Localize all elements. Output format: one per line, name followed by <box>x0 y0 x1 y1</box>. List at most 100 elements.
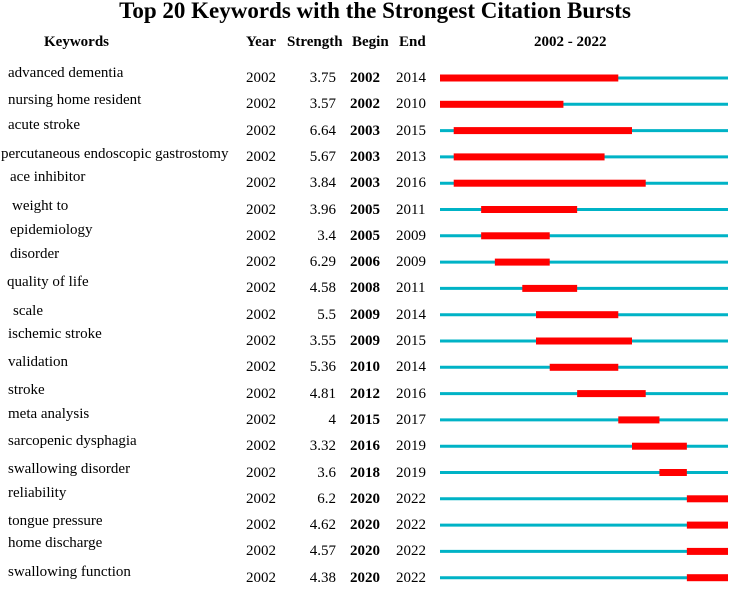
keyword-label: home discharge <box>8 535 103 552</box>
burst-bar <box>440 100 564 108</box>
year-value: 2002 <box>246 359 276 376</box>
strength-value: 5.36 <box>309 359 336 376</box>
keyword-label: tongue pressure <box>8 513 103 530</box>
year-value: 2002 <box>246 438 276 455</box>
strength-value: 4.57 <box>309 543 336 560</box>
strength-value: 4.38 <box>309 569 336 586</box>
end-value: 2011 <box>396 280 426 297</box>
burst-bar <box>481 206 578 213</box>
header-begin: Begin <box>352 34 389 50</box>
year-value: 2002 <box>246 201 276 218</box>
strength-value: 4.62 <box>309 517 336 534</box>
strength-value: 3.84 <box>309 175 336 192</box>
burst-bar <box>659 469 687 476</box>
header-year: Year <box>246 34 276 50</box>
year-value: 2002 <box>246 70 276 86</box>
year-value: 2002 <box>246 411 276 428</box>
burst-bar <box>494 258 550 266</box>
begin-value: 2002 <box>350 96 380 113</box>
year-value: 2002 <box>246 96 276 113</box>
burst-bar <box>536 337 632 345</box>
keyword-label: disorder <box>10 246 60 263</box>
strength-value: 6.29 <box>309 254 336 271</box>
burst-bar <box>522 284 578 292</box>
end-value: 2016 <box>396 385 426 402</box>
year-value: 2002 <box>246 280 276 297</box>
end-value: 2011 <box>396 201 426 218</box>
burst-bar <box>536 311 619 319</box>
strength-value: 6.64 <box>309 122 336 139</box>
burst-bar <box>481 232 550 240</box>
header-end: End <box>399 34 426 50</box>
keyword-label: acute stroke <box>8 116 81 133</box>
keyword-label: validation <box>8 354 68 371</box>
strength-value: 3.32 <box>309 438 336 455</box>
begin-value: 2016 <box>350 438 380 455</box>
burst-bar <box>686 574 728 582</box>
year-value: 2002 <box>246 306 276 323</box>
year-value: 2002 <box>246 569 276 586</box>
year-value: 2002 <box>246 517 276 534</box>
keyword-label: sarcopenic dysphagia <box>8 433 137 450</box>
begin-value: 2020 <box>350 569 380 586</box>
end-value: 2017 <box>396 411 426 428</box>
year-value: 2002 <box>246 148 276 165</box>
burst-bar <box>549 363 619 371</box>
burst-bar <box>453 127 632 135</box>
burst-bar <box>686 495 728 503</box>
burst-bar <box>686 521 728 529</box>
begin-value: 2009 <box>350 306 380 323</box>
begin-value: 2008 <box>350 280 380 297</box>
end-value: 2014 <box>396 306 426 323</box>
burst-bar <box>440 74 619 82</box>
begin-value: 2006 <box>350 254 380 271</box>
begin-value: 2003 <box>350 122 380 139</box>
begin-value: 2010 <box>350 359 380 376</box>
keyword-label: reliability <box>8 484 67 501</box>
year-value: 2002 <box>246 254 276 271</box>
begin-value: 2020 <box>350 543 380 560</box>
keyword-label: ischemic stroke <box>8 326 102 342</box>
strength-value: 5.67 <box>309 148 336 165</box>
strength-value: 6.2 <box>317 490 336 507</box>
year-value: 2002 <box>246 543 276 560</box>
burst-bar <box>632 442 687 450</box>
begin-value: 2020 <box>350 517 380 534</box>
begin-value: 2009 <box>350 333 380 349</box>
strength-value: 4.58 <box>309 280 336 297</box>
year-value: 2002 <box>246 175 276 192</box>
end-value: 2014 <box>396 70 426 86</box>
keyword-label: ace inhibitor <box>10 169 86 186</box>
end-value: 2009 <box>396 227 426 244</box>
keyword-label: meta analysis <box>8 405 90 422</box>
keyword-label: scale <box>13 302 43 319</box>
end-value: 2013 <box>396 148 426 165</box>
keyword-label: stroke <box>8 381 45 398</box>
begin-value: 2018 <box>350 464 380 481</box>
end-value: 2016 <box>396 175 426 192</box>
end-value: 2019 <box>396 464 426 481</box>
strength-value: 3.4 <box>317 227 336 244</box>
end-value: 2014 <box>396 359 426 376</box>
burst-bar <box>453 179 646 187</box>
chart-title: Top 20 Keywords with the Strongest Citat… <box>119 0 631 23</box>
burst-bar <box>618 416 660 424</box>
strength-value: 3.6 <box>317 464 336 481</box>
end-value: 2022 <box>396 490 426 507</box>
year-value: 2002 <box>246 385 276 402</box>
strength-value: 4.81 <box>309 385 336 402</box>
end-value: 2022 <box>396 569 426 586</box>
end-value: 2022 <box>396 543 426 560</box>
strength-value: 3.75 <box>309 70 336 86</box>
end-value: 2022 <box>396 517 426 534</box>
begin-value: 2005 <box>350 227 380 244</box>
keyword-label: advanced dementia <box>8 65 124 81</box>
header-keywords: Keywords <box>44 34 109 50</box>
strength-value: 3.57 <box>309 96 336 113</box>
header-strength: Strength <box>287 34 343 50</box>
keyword-label: epidemiology <box>10 221 93 238</box>
header-range: 2002 - 2022 <box>534 34 607 50</box>
